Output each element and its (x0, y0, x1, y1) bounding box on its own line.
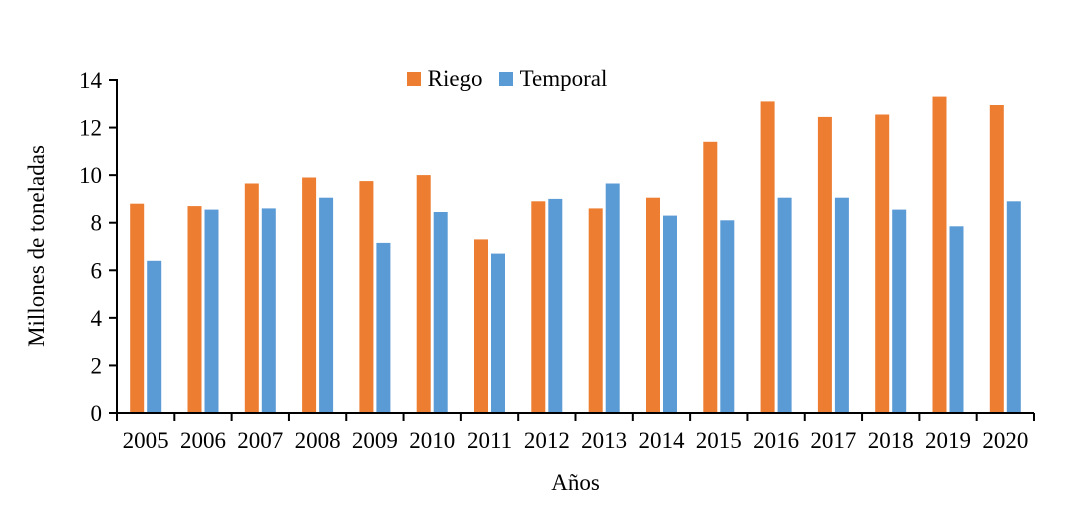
y-tick-label: 10 (79, 163, 102, 188)
bar-temporal-2020 (1006, 201, 1021, 413)
x-tick-label: 2018 (868, 428, 914, 453)
x-tick-label: 2005 (123, 428, 169, 453)
bar-temporal-2018 (892, 209, 907, 413)
bar-temporal-2015 (720, 220, 735, 413)
x-tick-label: 2015 (696, 428, 742, 453)
y-tick-label: 0 (91, 401, 103, 426)
bar-riego-2013 (588, 208, 603, 413)
bar-riego-2012 (531, 201, 546, 413)
y-tick-label: 8 (91, 211, 103, 236)
bar-riego-2008 (302, 177, 317, 413)
bar-riego-2016 (760, 101, 775, 414)
bar-riego-2014 (646, 197, 660, 413)
bar-riego-2006 (187, 206, 202, 413)
bar-riego-2018 (875, 114, 890, 413)
legend-label-temporal: Temporal (519, 66, 608, 91)
bar-temporal-2010 (433, 212, 448, 413)
bar-temporal-2016 (777, 197, 792, 413)
y-tick-label: 2 (91, 353, 103, 378)
chart-legend: Riego Temporal (0, 66, 1047, 92)
x-tick-label: 2009 (352, 428, 398, 453)
bar-riego-2011 (474, 239, 488, 413)
x-tick-label: 2010 (409, 428, 455, 453)
bar-riego-2007 (244, 183, 259, 413)
bar-temporal-2012 (548, 198, 563, 413)
x-tick-label: 2019 (925, 428, 971, 453)
bar-riego-2017 (817, 116, 832, 414)
x-tick-label: 2014 (638, 428, 685, 453)
legend-item-temporal: Temporal (498, 66, 608, 92)
bar-temporal-2014 (663, 215, 677, 413)
x-tick-label: 2020 (982, 428, 1028, 453)
x-tick-label: 2007 (237, 428, 283, 453)
bar-temporal-2006 (204, 209, 219, 413)
y-axis-title: Millones de toneladas (24, 145, 49, 347)
bar-temporal-2019 (949, 226, 964, 413)
y-tick-label: 6 (91, 258, 103, 283)
bar-temporal-2017 (834, 197, 849, 413)
riego-swatch-icon (406, 72, 421, 86)
bar-riego-2019 (932, 96, 947, 413)
x-tick-label: 2008 (295, 428, 341, 453)
x-tick-label: 2011 (467, 428, 512, 453)
bar-riego-2009 (359, 181, 374, 413)
bar-temporal-2009 (376, 242, 391, 413)
legend-item-riego: Riego (406, 66, 483, 92)
x-tick-label: 2016 (753, 428, 799, 453)
x-tick-label: 2012 (524, 428, 570, 453)
bar-riego-2005 (130, 203, 145, 413)
bar-temporal-2013 (605, 183, 620, 413)
x-tick-label: 2017 (810, 428, 856, 453)
bar-temporal-2005 (147, 260, 162, 413)
bar-riego-2020 (989, 105, 1004, 413)
legend-label-riego: Riego (427, 66, 483, 91)
x-axis-title: Años (551, 470, 600, 495)
temporal-swatch-icon (498, 72, 513, 86)
y-tick-label: 12 (79, 116, 102, 141)
bar-temporal-2008 (319, 197, 334, 413)
bar-temporal-2007 (261, 208, 276, 413)
y-tick-label: 4 (91, 306, 103, 331)
bar-riego-2015 (703, 141, 718, 414)
y-tick-label: 14 (79, 68, 103, 93)
bar-temporal-2011 (491, 253, 505, 413)
x-tick-label: 2006 (180, 428, 226, 453)
bar-riego-2010 (416, 175, 431, 413)
x-tick-label: 2013 (581, 428, 627, 453)
